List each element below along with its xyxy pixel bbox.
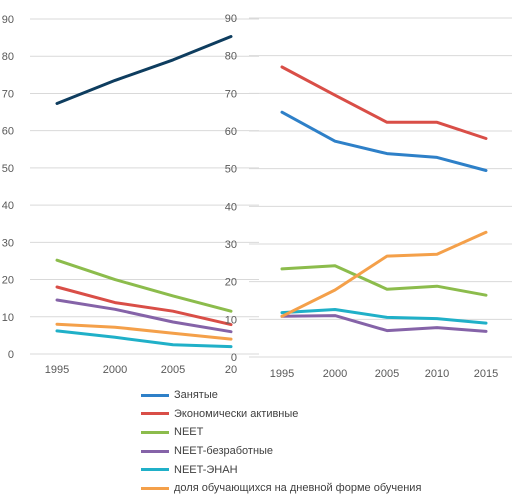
y-tick-label: 30	[225, 239, 237, 251]
legend-swatch	[141, 468, 169, 472]
legend-swatch	[141, 393, 169, 397]
y-tick-label: 90	[225, 13, 237, 25]
y-tick-label: 80	[225, 51, 237, 63]
legend-item-neet: NEET	[141, 423, 521, 442]
y-tick-label: 70	[2, 88, 14, 100]
y-tick-label: 0	[231, 352, 237, 364]
legend-swatch	[141, 412, 169, 416]
y-tick-label: 40	[225, 201, 237, 213]
series-line-экономически-активные	[55, 285, 233, 327]
series-line-neet-безработные	[55, 298, 233, 334]
y-tick-label: 40	[2, 200, 14, 212]
series-line-занятые	[55, 35, 233, 105]
y-tick-label: 20	[225, 277, 237, 289]
legend-swatch	[141, 430, 169, 434]
chart-left: 0 10 20 30 40 50 60 70 80 90 1995 2000 2005 20	[2, 14, 259, 376]
y-tick-label: 60	[2, 126, 14, 138]
series-line-neet	[280, 264, 488, 297]
x-tick-label: 1995	[270, 368, 294, 380]
x-tick-label: 2005	[375, 368, 399, 380]
series-line-neet-энан	[55, 329, 233, 349]
legend-item-employed: Занятые	[141, 386, 521, 405]
x-tick-label: 2000	[103, 364, 127, 376]
y-tick-label: 10	[2, 312, 14, 324]
series-line-neet-безработные	[280, 314, 488, 333]
series-line-neet	[55, 258, 233, 313]
legend-label: NEET-ЭНАН	[174, 463, 238, 476]
y-tick-label: 20	[2, 275, 14, 287]
y-tick-label: 50	[2, 163, 14, 175]
y-tick-label: 80	[2, 51, 14, 63]
x-tick-label: 1995	[45, 364, 69, 376]
y-tick-label: 60	[225, 126, 237, 138]
series-line-neet-энан	[280, 308, 488, 325]
x-tick-label: 2005	[161, 364, 185, 376]
series-line-экономически-активные	[280, 65, 488, 140]
y-tick-label: 50	[225, 164, 237, 176]
legend-label: доля обучающихся на дневной форме обучен…	[174, 482, 422, 495]
x-tick-label: 2000	[323, 368, 347, 380]
legend: Занятые Экономически активные NEET NEET-…	[141, 386, 521, 498]
x-tick-label: 2015	[474, 368, 498, 380]
legend-item-full-time-students: доля обучающихся на дневной форме обучен…	[141, 479, 521, 498]
legend-label: Экономически активные	[174, 407, 299, 420]
legend-swatch	[141, 486, 169, 490]
legend-label: NEET	[174, 426, 204, 439]
series-line-доля-обучающихся-на-дневной-форме-обучения	[55, 322, 233, 341]
legend-item-neet-inactive: NEET-ЭНАН	[141, 460, 521, 479]
y-tick-label: 10	[225, 314, 237, 326]
legend-swatch	[141, 449, 169, 453]
y-tick-label: 70	[225, 88, 237, 100]
chart-right: 0 10 20 30 40 50 60 70 80 90 1995 2000 2005 2010 2015	[225, 13, 512, 380]
legend-label: NEET-безработные	[174, 445, 274, 458]
series-line-доля-обучающихся-на-дневной-форме-обучения	[280, 230, 488, 318]
legend-label: Занятые	[174, 389, 218, 402]
x-tick-label: 2010	[425, 368, 449, 380]
legend-item-neet-unemployed: NEET-безработные	[141, 442, 521, 461]
legend-item-economically-active: Экономически активные	[141, 405, 521, 424]
x-tick-label: 20	[225, 364, 237, 376]
y-tick-label: 30	[2, 237, 14, 249]
series-line-занятые	[280, 110, 488, 172]
y-tick-label: 90	[2, 14, 14, 26]
y-tick-label: 0	[8, 349, 14, 361]
